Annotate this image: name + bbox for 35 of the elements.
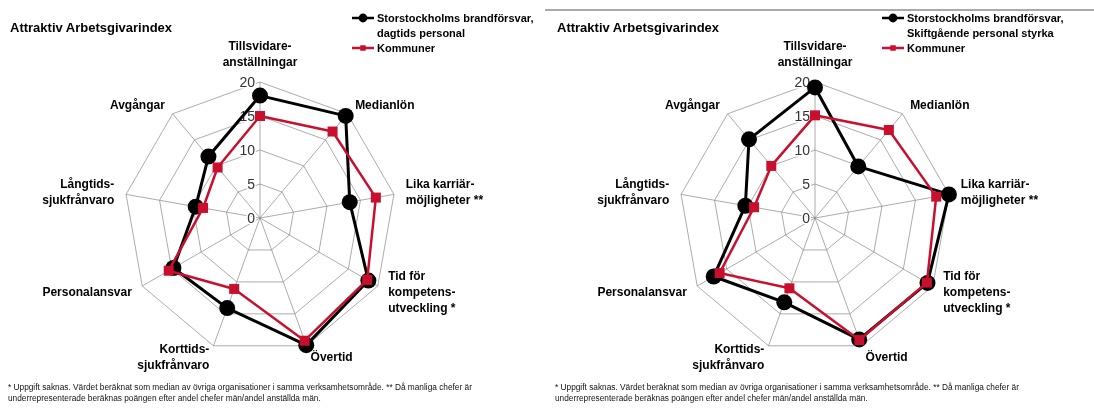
spoke-label: Övertid [310,349,353,365]
spoke-label: Medianlön [355,97,415,112]
text: Attraktiv Arbetsgivarindex [557,20,720,35]
text: Attraktiv Arbetsgivarindex [10,20,173,35]
y-tick-label: 20 [239,74,256,90]
spoke-label: Lika karriär- möjligheter ** [405,177,484,208]
spoke-label: Avgångar [664,97,721,112]
spoke-label: Korttids- sjukfrånvaro [137,342,210,373]
spoke-label: Tid för kompetens- utveckling * [388,269,456,315]
spoke-label: Personalansvar [597,285,688,299]
y-tick-label: 5 [802,176,811,192]
spoke-label: Avgångar [109,97,166,112]
spoke-label: Tid för kompetens- utveckling * [943,269,1011,315]
y-tick-label: 0 [802,210,811,226]
text: * Uppgift saknas. Värdet beräknat som median av övriga organisationer i samma verksamhetsområde. ** Då manliga chefer är underrepresenterade beräknas poängen efter andel chefer män/andel anställda män. [555,382,1020,403]
legend-label: Storstockholms brandförsvar, dagtids personal [377,12,534,39]
spoke-label: Medianlön [910,97,970,112]
spoke-label: Korttids- sjukfrånvaro [692,342,765,373]
y-tick-label: 15 [794,108,811,124]
spoke-label: Tillsvidare- anställningar [777,39,853,69]
legend-label: Kommuner [907,42,966,54]
y-tick-label: 5 [247,176,256,192]
spoke-label: Långtids- sjukfrånvaro [42,177,115,208]
spoke-label: Övertid [865,349,908,365]
y-tick-label: 10 [239,142,256,158]
legend-label: Storstockholms brandförsvar, Skiftgående personal styrka [907,12,1064,39]
spoke-label: Långtids- sjukfrånvaro [597,177,670,208]
y-tick-label: 10 [794,142,811,158]
text: * Uppgift saknas. Värdet beräknat som median av övriga organisationer i samma verksamhetsområde. ** Då manliga chefer är underrepresenterade beräknas poängen efter andel chefer män/andel anställda män. [8,382,473,403]
spoke-label: Personalansvar [42,285,133,299]
legend-label: Kommuner [377,42,436,54]
y-tick-label: 20 [794,74,811,90]
spoke-label: Lika karriär- möjligheter ** [960,177,1039,208]
y-tick-label: 0 [247,210,256,226]
spoke-label: Tillsvidare- anställningar [222,39,298,69]
